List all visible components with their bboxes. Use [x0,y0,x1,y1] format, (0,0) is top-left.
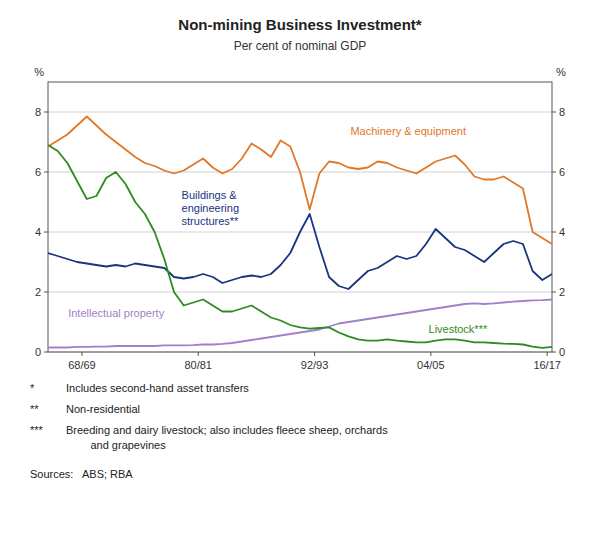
series-label: Intellectual property [68,307,164,319]
x-tick [81,352,82,356]
footnote-symbol: *** [30,424,44,436]
footnote-text: Non-residential [66,403,140,415]
x-tick [198,352,199,356]
x-tick-label: 80/81 [184,359,212,371]
series-label-line: Livestock*** [429,323,488,335]
footnotes: * Includes second-hand asset transfers ** N… [30,382,388,480]
grid-line [48,292,552,293]
series-label: Livestock*** [429,323,488,335]
title: Non-mining Business Investment* [178,16,422,33]
x-tick [314,352,315,356]
y2-axis-label: % [556,66,566,78]
footnote-line: Non-residential [66,403,140,415]
x-tick [430,352,431,356]
footnote-line: Includes second-hand asset transfers [66,382,249,394]
y-tick [44,172,48,173]
series-label-line: Buildings & [182,189,238,201]
y-tick-label: 6 [35,166,41,178]
y2-tick [552,292,556,293]
plot-frame [48,82,552,352]
x-tick-label: 16/17 [533,359,561,371]
y2-tick-label: 4 [559,226,565,238]
series-label: Machinery & equipment [350,125,466,137]
series-lines [48,117,552,348]
y2-tick [552,112,556,113]
footnote-line: Breeding and dairy livestock; also inclu… [66,424,388,436]
y-tick [44,292,48,293]
x-tick-label: 68/69 [68,359,96,371]
y2-tick-label: 6 [559,166,565,178]
series-label-line: structures** [182,215,240,227]
y-tick-label: 2 [35,286,41,298]
series-label-line: Machinery & equipment [350,125,466,137]
x-tick-label: 92/93 [301,359,329,371]
subtitle: Per cent of nominal GDP [234,39,367,53]
y-tick [44,232,48,233]
series-line [48,300,552,348]
footnote-text: Breeding and dairy livestock; also inclu… [66,424,388,451]
y2-tick-label: 8 [559,106,565,118]
x-tick-label: 04/05 [417,359,445,371]
y-tick-label: 8 [35,106,41,118]
y2-tick-label: 0 [559,346,565,358]
grid-line [48,112,552,113]
chart: Non-mining Business Investment* Per cent … [0,0,600,547]
series-label: Buildings &engineeringstructures** [182,189,240,227]
y-tick-label: 0 [35,346,41,358]
series-line [48,214,552,289]
y-tick [44,352,48,353]
series-label-line: engineering [182,202,240,214]
y2-tick [552,352,556,353]
series-labels: Machinery & equipment Buildings &engineer… [68,125,488,335]
footnote-symbol: ** [30,403,39,415]
footnote-symbol: * [30,382,35,394]
x-tick [547,352,548,356]
footnote-text: Includes second-hand asset transfers [66,382,249,394]
footnote-line: and grapevines [66,439,166,451]
y2-tick [552,232,556,233]
y-tick-label: 4 [35,226,41,238]
grid [48,112,552,352]
y2-tick [552,172,556,173]
y-tick [44,112,48,113]
y-axis-label: % [34,66,44,78]
axes: 0 2 4 6 8 0 2 4 6 8 68/69 80/81 92/93 04/05 16/17 [35,106,565,371]
series-line [48,145,552,348]
source: Sources: ABS; RBA [30,468,133,480]
y2-tick-label: 2 [559,286,565,298]
series-label-line: Intellectual property [68,307,164,319]
